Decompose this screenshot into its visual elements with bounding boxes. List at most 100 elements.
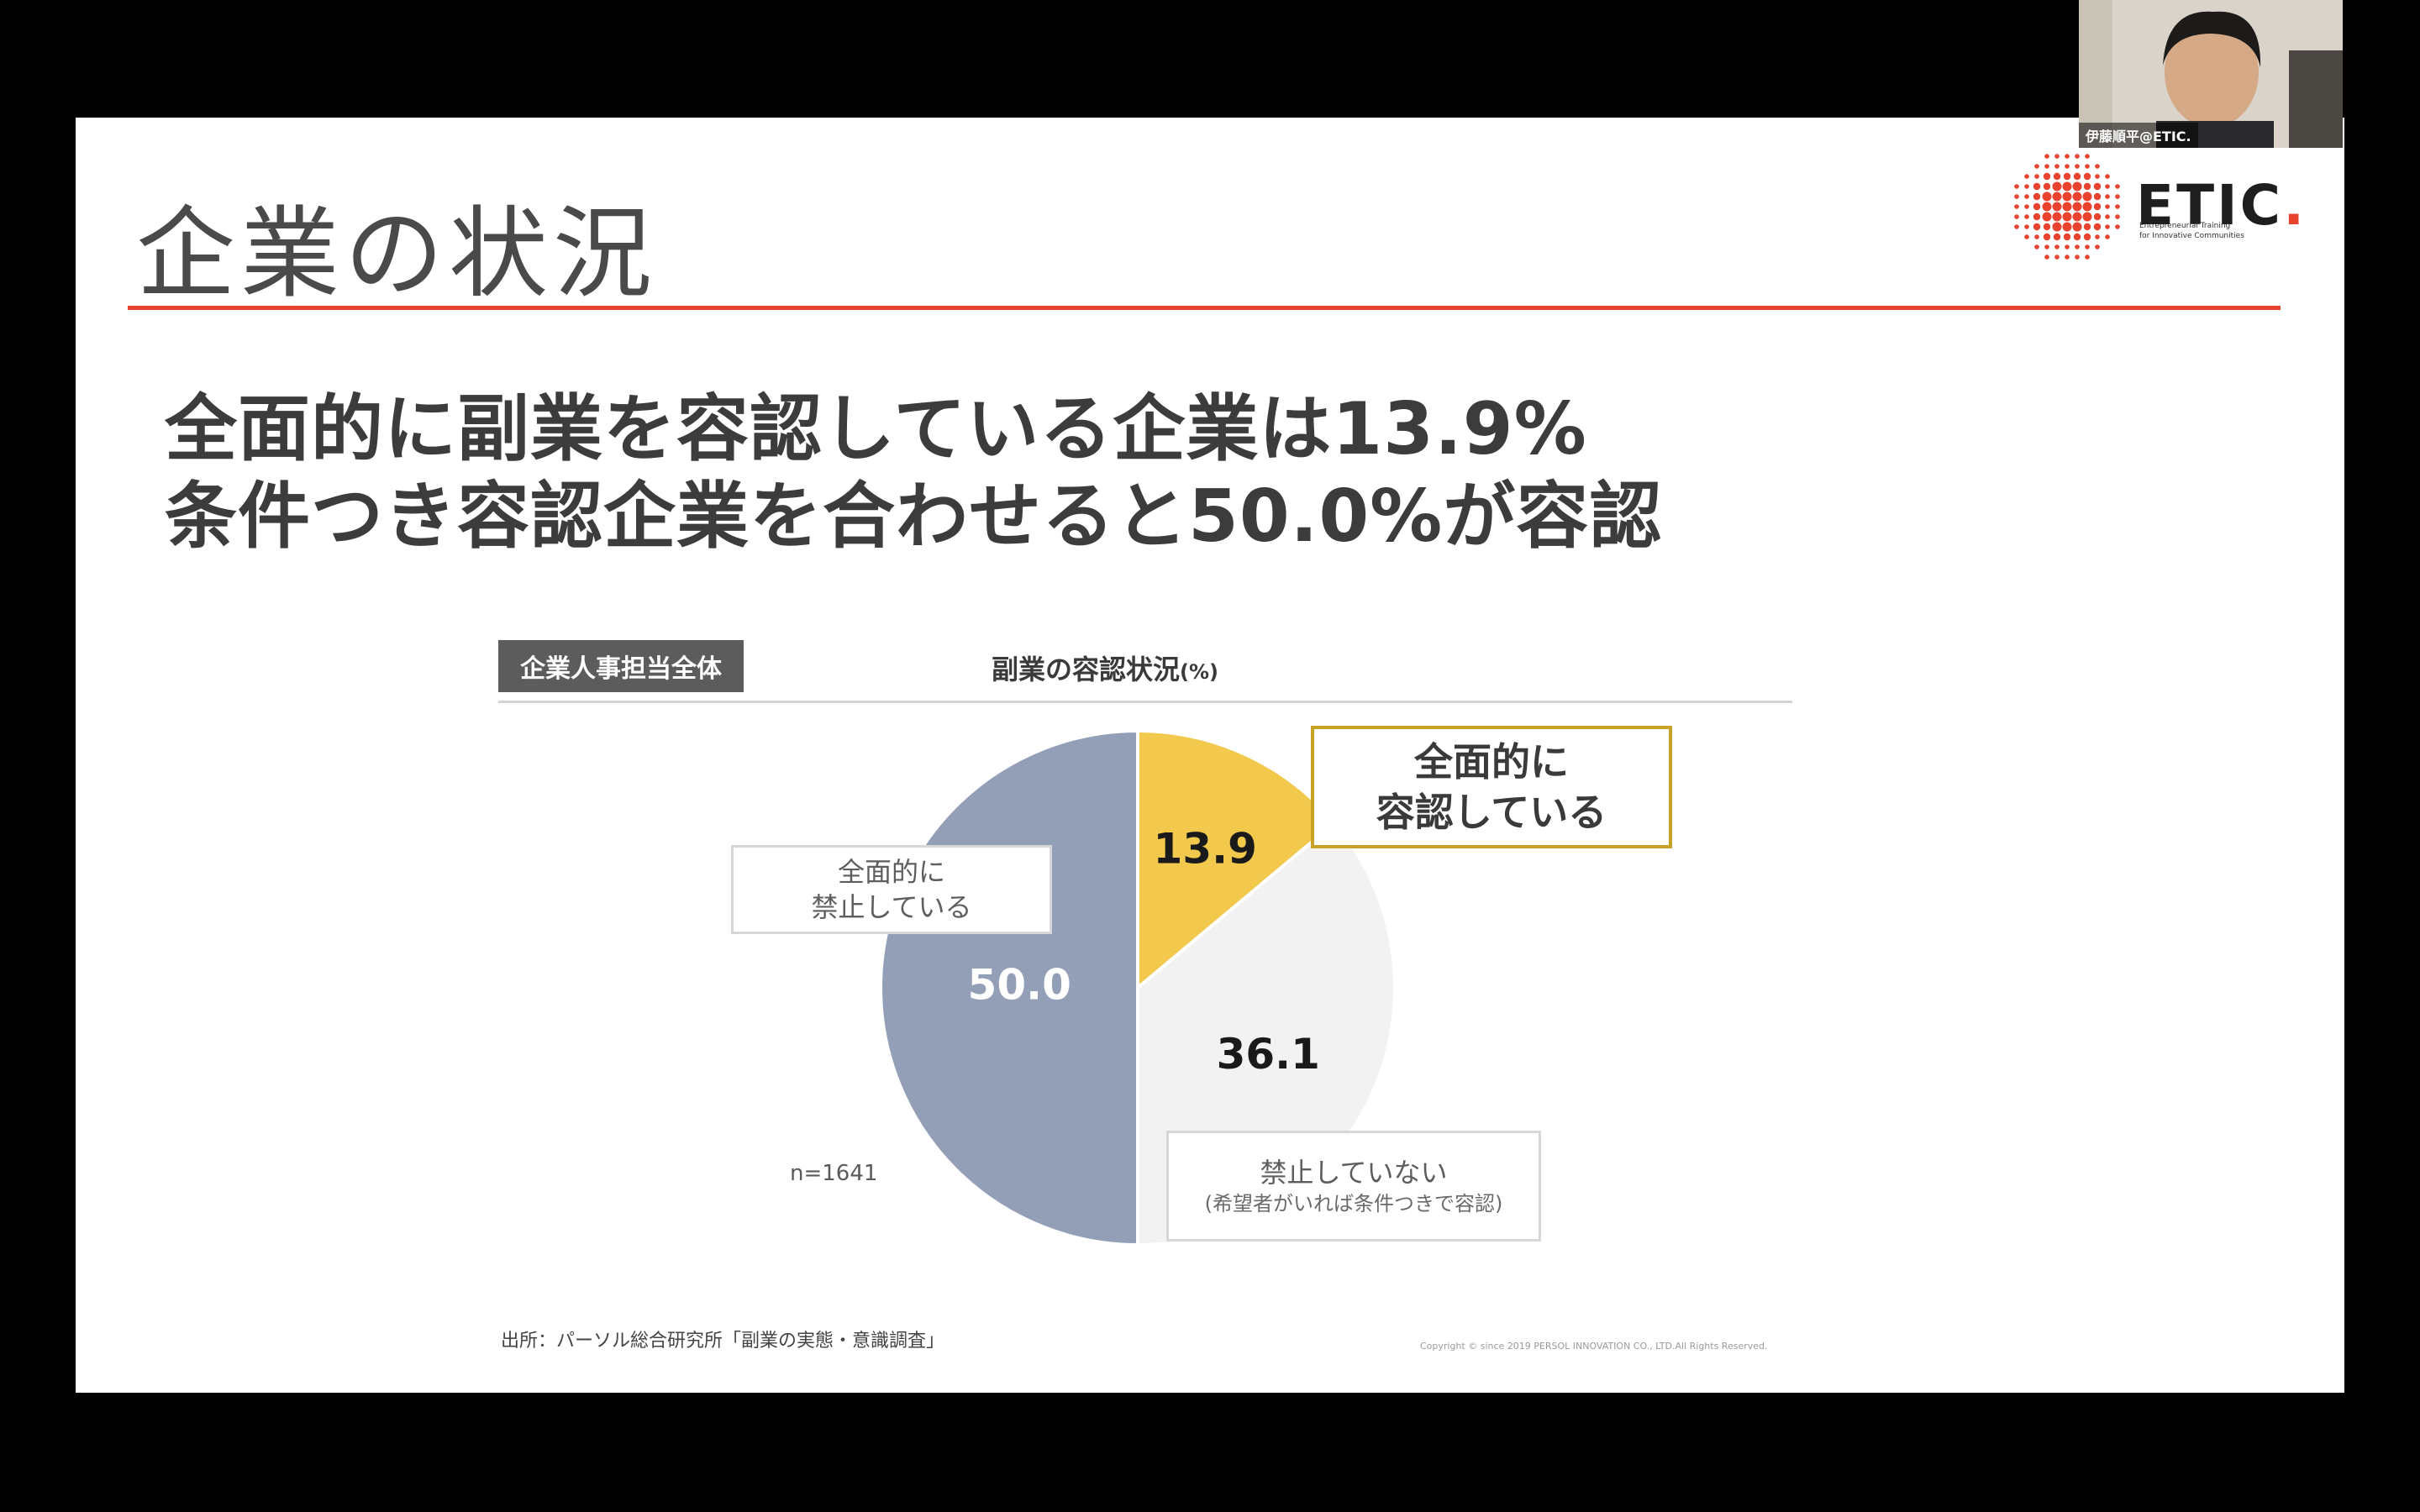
logo-dot-icon — [2044, 164, 2049, 169]
logo-dot-icon — [2115, 184, 2120, 189]
logo-dot-icon — [2062, 222, 2072, 232]
logo-dot-icon — [2053, 233, 2061, 241]
logo-dot-icon — [2095, 164, 2100, 169]
logo-dot-icon — [2043, 223, 2051, 231]
logo-dot-icon — [2014, 184, 2019, 189]
pie-slice-label-1: 36.1 — [1217, 1030, 1320, 1079]
logo-dot-icon — [2052, 181, 2062, 192]
logo-dot-icon — [2034, 174, 2039, 179]
logo-dot-icon — [2075, 244, 2080, 249]
logo-dot-icon — [2014, 194, 2019, 199]
logo-dot-icon — [2105, 234, 2110, 239]
logo-dot-icon — [2072, 222, 2082, 232]
logo-dot-icon — [2062, 181, 2072, 192]
logo-dot-icon — [2024, 204, 2029, 209]
logo-dot-icon — [2072, 192, 2082, 202]
logo-dot-icon — [2065, 154, 2070, 159]
logo-dot-icon — [2115, 214, 2120, 219]
logo-dot-icon — [2024, 184, 2029, 189]
logo-dot-icon — [2093, 192, 2102, 201]
logo-dot-icon — [2024, 224, 2029, 229]
logo-dot-icon — [2115, 194, 2120, 199]
logo-dot-icon — [2115, 224, 2120, 229]
logo-dot-icon — [2063, 233, 2071, 241]
headline-line-1: 全面的に副業を容認している企業は13.9% — [165, 387, 1587, 471]
logo-dot-icon — [2042, 192, 2052, 202]
logo-dot-icon — [2044, 255, 2049, 260]
chart-heading: 副業の容認状況(%) — [992, 648, 1218, 687]
logo-dot-icon — [2082, 202, 2092, 212]
callout-not-prohibited-line1: 禁止していない — [1260, 1157, 1448, 1189]
logo-dot-icon — [2034, 164, 2039, 169]
logo-dot-icon — [2105, 224, 2110, 229]
logo-dot-icon — [2043, 233, 2051, 241]
logo-dot-icon — [2024, 234, 2029, 239]
logo-dot-icon — [2083, 233, 2091, 241]
logo-dot-icon — [2075, 164, 2080, 169]
participant-name-label: 伊藤順平@ETIC. — [2079, 123, 2198, 148]
chart-divider — [498, 701, 1792, 703]
logo-dot-icon — [2095, 244, 2100, 249]
logo-dot-icon — [2075, 154, 2080, 159]
logo-dot-icon — [2095, 174, 2100, 179]
logo-dot-icon — [2052, 192, 2062, 202]
segment-tag: 企業人事担当全体 — [498, 640, 744, 692]
callout-not-prohibited: 禁止していない (希望者がいれば条件つきで容認) — [1166, 1131, 1541, 1242]
slide-title: 企業の状況 — [136, 196, 658, 312]
logo-dot-icon — [2033, 202, 2041, 211]
logo-dot-icon — [2065, 244, 2070, 249]
logo-dot-icon — [2044, 244, 2049, 249]
logo-dot-icon — [2014, 204, 2019, 209]
logo-dot-icon — [2082, 212, 2092, 222]
logo-dot-icon — [2083, 182, 2091, 191]
logo-dot-icon — [2033, 213, 2041, 221]
logo-dot-icon — [2073, 233, 2081, 241]
logo-dot-icon — [2033, 192, 2041, 201]
callout-fully-prohibited: 全面的に 禁止している — [731, 845, 1052, 934]
logo-tagline-1: Entrepreneurial Training — [2139, 222, 2231, 230]
logo-dot-icon — [2105, 204, 2110, 209]
logo-dot-icon — [2105, 174, 2110, 179]
logo-dot-icon — [2034, 234, 2039, 239]
callout-fully-prohibited-line2: 禁止している — [811, 891, 972, 923]
logo-dot-icon — [2072, 202, 2082, 212]
logo-dot-icon — [2085, 255, 2090, 260]
logo-dot-icon — [2042, 212, 2052, 222]
logo-dot-icon — [2052, 212, 2062, 222]
logo-dot-icon — [2095, 234, 2100, 239]
logo-dot-icon — [2105, 184, 2110, 189]
logo-dot-icon — [2073, 172, 2081, 181]
pie-slice-label-0: 13.9 — [1154, 825, 1257, 874]
logo-dot-icon — [2033, 182, 2041, 191]
logo-dot-icon — [2044, 154, 2049, 159]
chart-heading-unit: (%) — [1180, 660, 1218, 684]
logo-dot-icon — [2014, 224, 2019, 229]
logo-dot-icon — [2043, 172, 2051, 181]
chart-heading-text: 副業の容認状況 — [992, 654, 1181, 685]
headline-line-2: 条件つき容認企業を合わせると50.0%が容認 — [165, 475, 1663, 559]
logo-dot-icon — [2085, 154, 2090, 159]
logo-dot-icon — [2062, 212, 2072, 222]
logo-dot-icon — [2093, 182, 2102, 191]
logo-dot-icon — [2053, 172, 2061, 181]
callout-fully-allowed-line2: 容認している — [1376, 790, 1607, 835]
callout-fully-allowed: 全面的に 容認している — [1311, 726, 1672, 848]
logo-dot-icon — [2085, 164, 2090, 169]
callout-fully-allowed-line1: 全面的に — [1414, 739, 1569, 785]
logo-dot-icon — [2054, 154, 2060, 159]
logo-dot-icon — [2014, 214, 2019, 219]
logo-dot-icon — [2105, 214, 2110, 219]
logo-dot-icon — [2033, 223, 2041, 231]
logo-dot-icon — [2085, 244, 2090, 249]
logo-dot-icon — [2042, 202, 2052, 212]
title-divider — [128, 306, 2281, 310]
logo-dot-icon — [2093, 223, 2102, 231]
logo-tagline-2: for Innovative Communities — [2139, 232, 2244, 240]
etic-logo-icon — [2014, 154, 2120, 260]
logo-dot-icon — [2063, 172, 2071, 181]
logo-dot-icon — [2065, 164, 2070, 169]
logo-dot-icon — [2054, 244, 2060, 249]
sample-size: n=1641 — [790, 1161, 878, 1186]
pie-slice-label-2: 50.0 — [968, 961, 1071, 1010]
logo-dot-icon — [2072, 181, 2082, 192]
